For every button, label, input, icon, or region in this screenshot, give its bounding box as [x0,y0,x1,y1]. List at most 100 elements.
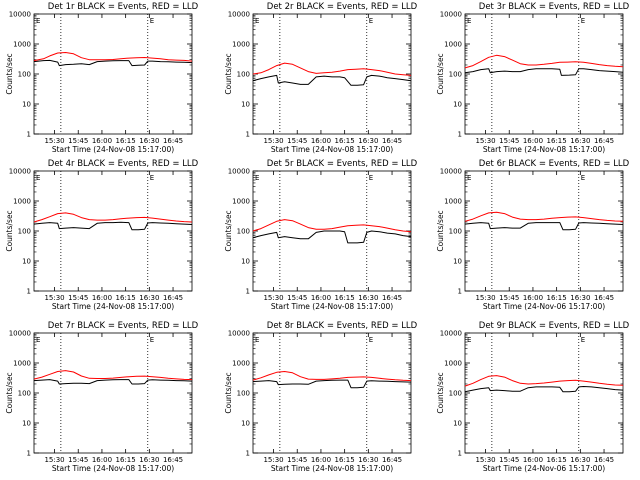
x-tick-label: 15:30 [263,456,283,464]
x-tick-label: 16:45 [594,456,614,464]
panel-det-1: Det 1r BLACK = Events, RED = LLD 1 10 100 10… [5,2,199,154]
panel-title: Det 4r BLACK = Events, RED = LLD [48,159,199,169]
plot-frame [464,332,624,454]
y-tick-label: 10000 [228,330,250,338]
x-tick-label: 15:45 [287,294,307,302]
x-tick-label: 16:00 [523,456,543,464]
series-events-line [33,379,193,385]
x-tick-label: 15:45 [499,456,519,464]
series-lld-line [33,370,193,381]
x-tick-label: 16:00 [92,294,112,302]
x-tick-label: 15:45 [68,456,88,464]
x-axis-label: Start Time (24-Nov-08 15:17:00) [271,464,393,473]
y-tick-label: 1 [246,450,250,458]
plot-frame [33,170,193,292]
x-tick-label: 16:15 [547,294,567,302]
y-axis-label: Counts/sec [436,210,445,251]
x-tick-label: 15:45 [287,137,307,145]
series-events-line [33,59,193,67]
e-marker-right: E [150,17,154,25]
x-tick-label: 16:15 [335,456,355,464]
y-tick-label: 10 [453,258,462,266]
y-axis-label: Counts/sec [224,53,233,94]
x-axis-label: Start Time (24-Nov-08 15:17:00) [271,145,393,154]
x-axis-label: Start Time (24-Nov-08 15:17:00) [52,464,174,473]
y-tick-label: 10 [22,258,31,266]
series-events-line [464,68,624,76]
y-tick-label: 100 [449,390,462,398]
y-tick-label: 1000 [232,41,250,49]
x-axis-label: Start Time (24-Nov-08 15:17:00) [52,145,174,154]
x-tick-label: 16:30 [358,456,378,464]
x-tick-label: 16:45 [382,456,402,464]
y-axis-label: Counts/sec [436,372,445,413]
e-marker-right: E [581,17,585,25]
x-tick-label: 15:30 [475,456,495,464]
panel-title: Det 7r BLACK = Events, RED = LLD [48,321,199,331]
series-events-line [33,221,193,231]
e-marker-right: E [369,336,373,344]
e-marker-left: E [36,174,40,182]
x-tick-label: 16:00 [523,294,543,302]
e-marker-left: E [255,17,259,25]
y-tick-label: 100 [237,228,250,236]
x-tick-label: 16:30 [139,137,159,145]
y-tick-label: 10 [453,101,462,109]
y-tick-label: 100 [18,71,31,79]
y-axis-label: Counts/sec [224,372,233,413]
y-tick-label: 1 [246,131,250,139]
y-tick-label: 100 [449,228,462,236]
y-tick-label: 100 [18,228,31,236]
y-tick-label: 1000 [232,198,250,206]
y-tick-label: 1 [27,288,31,296]
x-tick-label: 16:15 [547,456,567,464]
y-axis-label: Counts/sec [5,372,14,413]
x-tick-label: 15:45 [499,294,519,302]
e-marker-left: E [467,174,471,182]
x-tick-label: 16:30 [358,294,378,302]
x-axis-label: Start Time (24-Nov-08 15:17:00) [271,302,393,311]
y-tick-label: 1000 [13,360,31,368]
plot-frame [33,332,193,454]
x-tick-label: 15:30 [475,137,495,145]
x-tick-label: 15:30 [475,294,495,302]
panel-title: Det 9r BLACK = Events, RED = LLD [479,321,630,331]
x-tick-label: 15:30 [263,137,283,145]
y-tick-label: 10000 [9,330,31,338]
y-tick-label: 1 [27,450,31,458]
x-tick-label: 15:30 [263,294,283,302]
panel-det-4: Det 4r BLACK = Events, RED = LLD 1 10 100 10… [5,159,199,311]
y-tick-label: 10 [453,420,462,428]
y-tick-label: 100 [237,390,250,398]
series-lld-line [464,375,624,387]
x-tick-label: 15:45 [68,137,88,145]
x-tick-label: 15:45 [499,137,519,145]
y-tick-label: 10000 [228,11,250,19]
x-tick-label: 16:30 [570,294,590,302]
y-tick-label: 1000 [444,41,462,49]
e-marker-right: E [581,174,585,182]
x-tick-label: 16:00 [523,137,543,145]
x-tick-label: 15:30 [44,137,64,145]
x-tick-label: 16:30 [358,137,378,145]
y-tick-label: 10 [22,101,31,109]
e-marker-left: E [36,336,40,344]
x-tick-label: 16:30 [139,294,159,302]
series-events-line [464,386,624,393]
x-tick-label: 16:15 [116,294,136,302]
y-tick-label: 10000 [440,168,462,176]
y-tick-label: 10 [22,420,31,428]
y-tick-label: 10000 [440,330,462,338]
x-tick-label: 16:45 [163,137,183,145]
x-axis-label: Start Time (24-Nov-08 15:17:00) [52,302,174,311]
e-marker-left: E [255,336,259,344]
series-lld-line [464,54,624,69]
y-axis-label: Counts/sec [436,53,445,94]
panel-title: Det 3r BLACK = Events, RED = LLD [479,2,630,12]
series-lld-line [33,212,193,223]
y-tick-label: 10000 [440,11,462,19]
series-lld-line [252,219,412,233]
x-tick-label: 16:00 [311,456,331,464]
series-lld-line [252,62,412,76]
